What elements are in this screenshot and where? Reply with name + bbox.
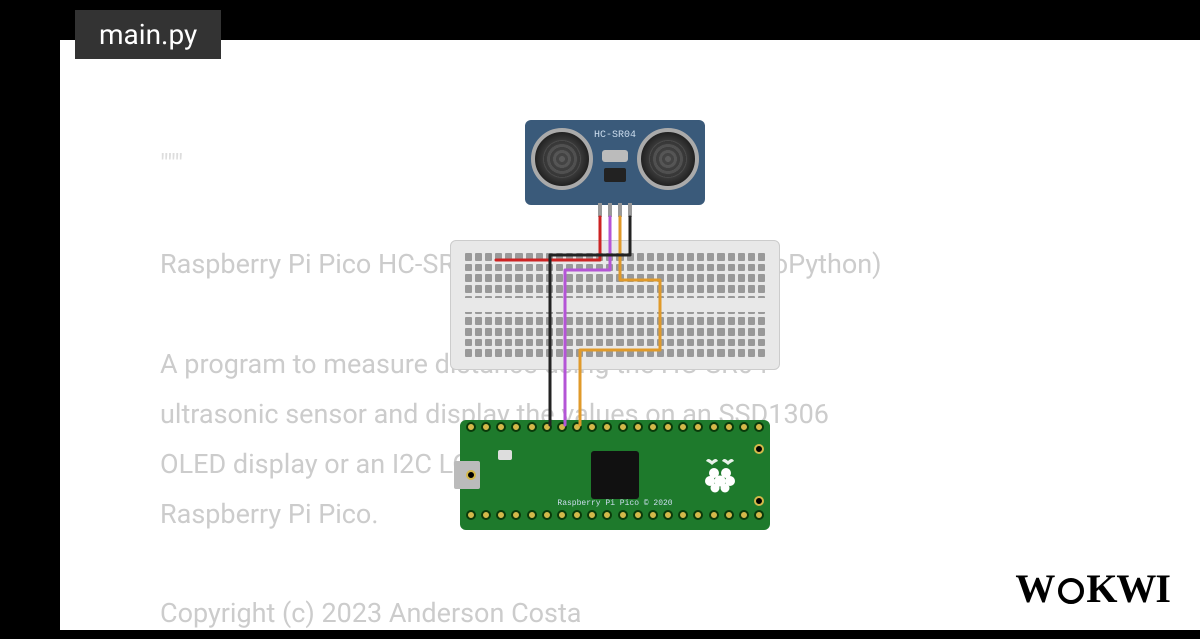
code-copyright: Copyright (c) 2023 Anderson Costa: [160, 589, 1160, 639]
rp2040-chip-icon: [591, 451, 639, 499]
crystal-icon: [602, 150, 628, 162]
transducer-right: [637, 128, 699, 190]
breadboard: [450, 240, 780, 370]
hcsr04-sensor: HC-SR04: [525, 120, 705, 205]
file-tab[interactable]: main.py: [75, 10, 221, 59]
circuit-diagram: HC-SR04: [450, 120, 780, 530]
editor-card: """ Raspberry Pi Pico HC-SR04 Ultrasonic…: [60, 40, 1200, 630]
sensor-pins: [598, 203, 632, 217]
file-tab-label: main.py: [99, 18, 197, 51]
sensor-label: HC-SR04: [594, 130, 636, 141]
sensor-chip-icon: [604, 168, 626, 182]
pico-board-label: Raspberry Pi Pico © 2020: [557, 499, 672, 508]
wokwi-logo: WKWI: [1015, 565, 1170, 612]
bootsel-button: [498, 450, 512, 460]
raspberry-pi-pico: Raspberry Pi Pico © 2020: [460, 420, 770, 530]
transducer-left: [531, 128, 593, 190]
raspberry-logo-icon: [700, 455, 740, 495]
